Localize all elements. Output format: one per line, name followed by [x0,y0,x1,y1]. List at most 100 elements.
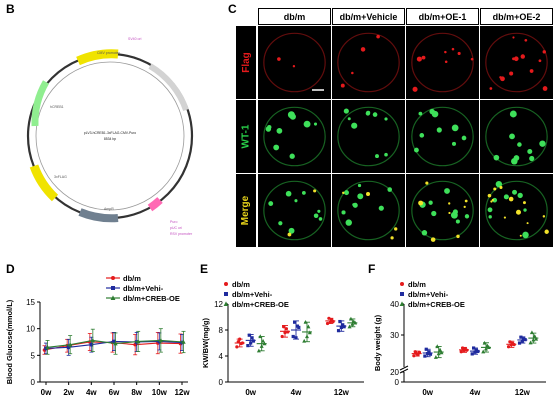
y-tick-label: 10 [26,325,35,334]
micrograph-cell [332,26,405,99]
y-axis-label: Blood Glucose(mmol/L) [5,299,14,384]
flag-signal [456,234,460,239]
micrograph-image [411,106,474,167]
x-tick-label: 6w [109,388,120,397]
data-point [291,334,295,339]
data-point [246,344,250,348]
flag-signal [342,191,345,195]
legend-label: db/m+CREB-OE [123,294,180,303]
data-point [112,339,116,344]
micrograph-image [263,180,326,241]
data-point [238,337,242,341]
legend-marker [224,282,228,286]
data-point [523,338,527,342]
wt1-nucleus [317,209,321,213]
wt1-nucleus [294,199,298,203]
wt1-nucleus [289,113,296,120]
micrograph-cell [406,26,479,99]
data-point [113,341,118,346]
wt1-nucleus [357,183,362,188]
legend-label: db/m+CREB-OE [232,300,289,309]
y-tick-label: 0 [31,378,36,387]
micrograph-row-label: Merge [236,174,256,247]
wt1-nucleus [509,133,515,140]
data-point [66,345,71,350]
y-tick-label: 5 [31,351,36,360]
wt1-nucleus [357,193,364,200]
data-point [472,346,476,350]
wt1-nucleus [522,231,529,239]
plasmid-label-5: AmpR [104,207,114,211]
wt1-nucleus [529,155,535,162]
wt1-nucleus [421,230,428,236]
data-point [534,336,539,341]
data-point [303,320,308,324]
flag-signal [351,71,354,75]
data-point [423,354,427,358]
glomerulus-outline [263,106,326,167]
flag-signal [448,211,451,215]
feature-yellow-top [76,49,119,66]
flag-signal [513,56,519,62]
data-point [297,325,301,329]
data-point [89,342,94,347]
wt1-nucleus [428,200,433,205]
wt1-nucleus [523,208,527,212]
wt1-nucleus [352,203,356,207]
chart-body-weight: 020 30 40 0w 4w 12w Body weight (g) db/mdb/m+Ve… [373,280,546,397]
wt1-nucleus [365,111,371,116]
glomerulus-outline [337,106,400,167]
wt1-nucleus [345,219,352,226]
data-point [433,355,438,359]
wt1-nucleus [451,124,459,132]
flag-signal [292,65,296,68]
axis-break-gap [400,367,408,372]
x-tick-label: 12w [334,388,350,397]
legend-label: db/m+CREB-OE [408,300,465,309]
y-tick-label: 20 [390,368,399,377]
data-point [484,346,488,351]
flag-signal [448,202,451,205]
micrograph-cell [480,100,553,173]
data-point [427,350,431,354]
micrograph-image [411,32,474,93]
y-tick-label: 15 [26,298,35,307]
feature-green-left [31,80,50,127]
x-tick-label: 12w [174,388,190,397]
data-point [283,331,287,335]
flag-signal [522,201,526,205]
flag-signal [512,57,515,61]
plasmid-name: pLV3-hCREB1-3xFLAG-CMV-Puro [84,131,136,135]
data-point [459,350,463,354]
data-point [519,335,523,339]
y-tick-label: 8 [219,326,224,335]
data-point [428,352,433,356]
data-point [342,325,346,329]
flag-signal [418,200,424,206]
wt1-nucleus [276,127,283,134]
data-point [284,327,288,331]
glomerulus-outline [485,32,548,93]
wt1-nucleus [273,144,280,151]
micrograph-cell [332,100,405,173]
wt1-nucleus [341,210,346,215]
feature-grey-bottom [78,208,119,223]
y-tick-label: 12 [214,300,223,309]
flag-signal [490,200,493,203]
y-axis-label: KW/BW(mg/g) [201,318,210,368]
data-point [294,336,298,340]
micrograph-image [411,180,474,242]
wt1-nucleus [527,148,533,154]
wt1-nucleus [511,157,518,165]
wt1-nucleus [488,215,492,219]
data-point [506,345,511,349]
data-point [302,338,307,343]
x-tick-label: 10w [152,388,168,397]
glomerulus-outline [411,180,474,241]
flag-signal [470,57,474,61]
flag-signal [489,87,493,90]
data-point [236,340,240,344]
flag-signal [444,60,448,64]
micrograph-image [485,180,549,241]
data-point [247,333,251,337]
